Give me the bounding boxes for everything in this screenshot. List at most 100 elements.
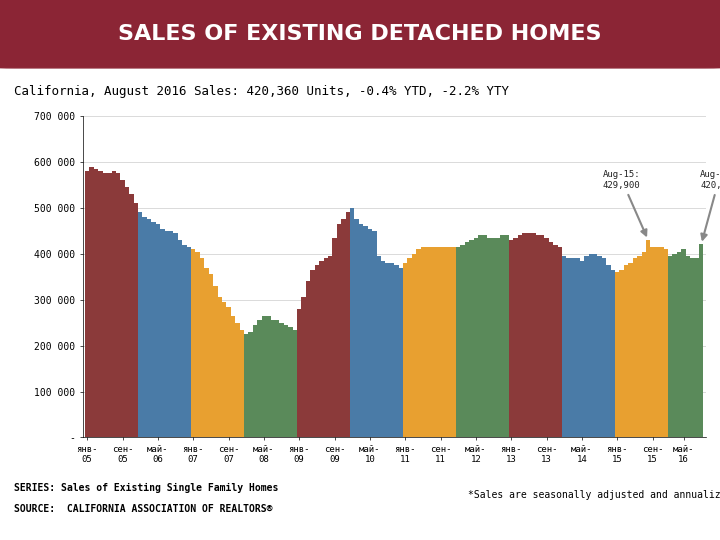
Bar xyxy=(160,228,164,437)
Bar xyxy=(377,256,381,437)
Bar xyxy=(593,254,598,437)
Bar xyxy=(248,332,253,437)
Bar xyxy=(89,166,94,437)
Bar xyxy=(125,187,129,437)
Bar xyxy=(513,238,518,437)
Bar xyxy=(624,265,629,437)
Bar xyxy=(522,233,527,437)
Bar xyxy=(642,252,646,437)
Bar xyxy=(138,212,143,437)
Bar xyxy=(354,219,359,437)
Bar xyxy=(540,235,544,437)
Bar xyxy=(217,298,222,437)
Bar xyxy=(451,247,456,437)
Bar xyxy=(213,286,217,437)
Bar xyxy=(178,240,182,437)
Bar xyxy=(518,235,522,437)
Bar xyxy=(469,240,474,437)
Bar xyxy=(544,238,549,437)
Bar xyxy=(182,245,186,437)
Bar xyxy=(98,171,103,437)
Bar xyxy=(633,259,637,437)
Bar xyxy=(496,238,500,437)
Bar xyxy=(151,222,156,437)
Bar xyxy=(191,249,195,437)
Bar xyxy=(306,281,310,437)
Bar xyxy=(174,233,178,437)
Bar xyxy=(695,259,699,437)
Text: Aug-16:
420,360: Aug-16: 420,360 xyxy=(700,170,720,240)
Bar xyxy=(275,320,279,437)
Bar xyxy=(606,265,611,437)
Bar xyxy=(619,270,624,437)
Bar xyxy=(186,247,191,437)
Bar xyxy=(557,247,562,437)
Bar xyxy=(107,173,112,437)
Bar xyxy=(681,249,685,437)
Text: SOURCE:  CALIFORNIA ASSOCIATION OF REALTORS®: SOURCE: CALIFORNIA ASSOCIATION OF REALTO… xyxy=(14,503,273,514)
Bar xyxy=(575,259,580,437)
Bar xyxy=(231,316,235,437)
Bar xyxy=(399,268,403,437)
Bar xyxy=(602,259,606,437)
Bar xyxy=(664,249,668,437)
Bar xyxy=(615,272,619,437)
Bar xyxy=(438,247,443,437)
Bar xyxy=(120,180,125,437)
Bar xyxy=(482,235,487,437)
Bar xyxy=(456,247,461,437)
Bar xyxy=(412,254,416,437)
Bar xyxy=(156,224,160,437)
Bar xyxy=(425,247,430,437)
Bar xyxy=(562,256,567,437)
Bar xyxy=(474,238,478,437)
Bar xyxy=(372,231,377,437)
Bar xyxy=(350,208,354,437)
Bar xyxy=(333,238,337,437)
Bar xyxy=(553,245,557,437)
Bar xyxy=(699,245,703,437)
Bar xyxy=(509,240,513,437)
Bar xyxy=(94,169,98,437)
Bar xyxy=(443,247,447,437)
Bar xyxy=(549,242,553,437)
Text: SALES OF EXISTING DETACHED HOMES: SALES OF EXISTING DETACHED HOMES xyxy=(118,24,602,44)
Bar xyxy=(266,316,271,437)
Bar xyxy=(271,320,275,437)
Bar xyxy=(567,259,571,437)
Bar xyxy=(685,256,690,437)
Bar xyxy=(390,263,395,437)
Bar xyxy=(364,226,368,437)
Bar xyxy=(531,233,536,437)
Bar xyxy=(279,323,284,437)
Bar xyxy=(598,256,602,437)
Bar xyxy=(240,329,244,437)
Bar xyxy=(302,298,306,437)
Bar xyxy=(297,309,302,437)
Bar xyxy=(416,249,420,437)
Bar xyxy=(200,259,204,437)
Bar xyxy=(346,212,350,437)
Bar xyxy=(408,259,412,437)
Bar xyxy=(222,302,226,437)
Bar xyxy=(341,219,346,437)
Bar xyxy=(147,219,151,437)
Bar xyxy=(677,252,681,437)
Bar xyxy=(116,173,120,437)
Bar xyxy=(85,171,89,437)
Bar xyxy=(328,256,333,437)
Bar xyxy=(253,325,257,437)
Text: Aug-15:
429,900: Aug-15: 429,900 xyxy=(603,170,647,235)
Bar xyxy=(403,263,408,437)
Bar xyxy=(226,307,231,437)
Bar xyxy=(129,194,134,437)
Bar xyxy=(395,265,399,437)
Bar xyxy=(235,323,240,437)
Bar xyxy=(584,256,588,437)
Bar xyxy=(478,235,482,437)
Bar xyxy=(580,261,584,437)
Bar xyxy=(143,217,147,437)
Bar xyxy=(668,256,672,437)
Bar xyxy=(690,259,695,437)
Bar xyxy=(588,254,593,437)
